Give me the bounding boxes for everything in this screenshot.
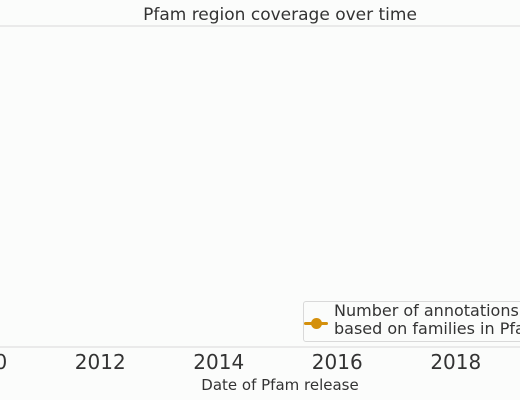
- x-tick-label: 2014: [193, 350, 244, 374]
- x-axis-label: Date of Pfam release: [201, 376, 358, 394]
- legend-label-line-1: Number of annotations: [334, 301, 519, 320]
- x-tick-label: 2012: [75, 350, 126, 374]
- x-tick-label: 2016: [312, 350, 363, 374]
- legend-label-line-2: based on families in Pfam: [334, 319, 520, 338]
- x-tick-labels: 201020122014201620182020: [0, 350, 481, 374]
- legend-series-marker: [311, 318, 322, 329]
- x-tick-label: 2010: [0, 350, 7, 374]
- chart-title: Pfam region coverage over time: [143, 5, 417, 25]
- legend: [303, 301, 520, 342]
- x-tick-label: 2018: [430, 350, 481, 374]
- legend-series-label: Number of annotations based on families …: [334, 302, 520, 338]
